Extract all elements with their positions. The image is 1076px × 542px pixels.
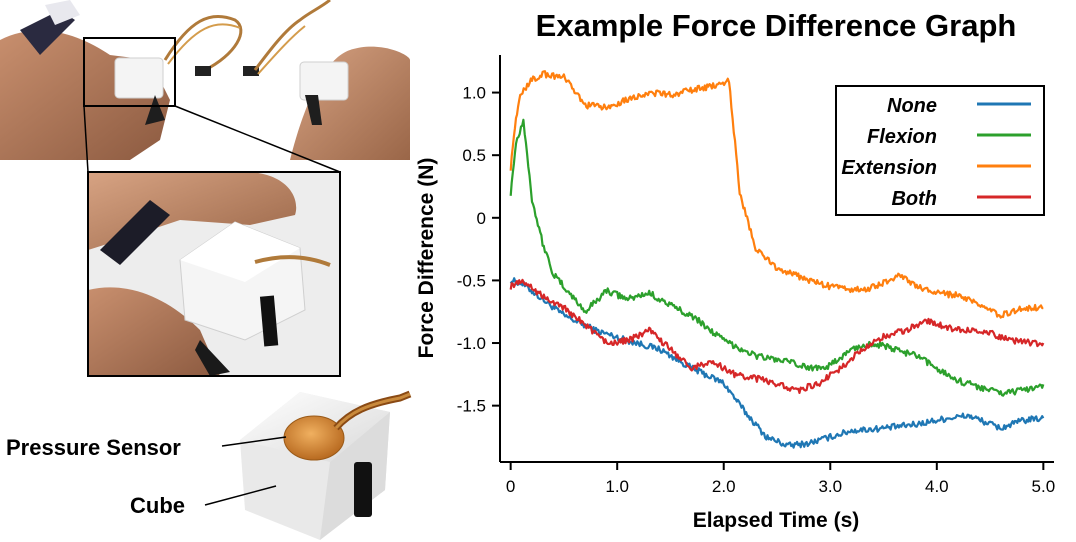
legend-label-extension: Extension <box>841 157 937 179</box>
right-wire <box>253 0 331 71</box>
y-tick-label: -1.5 <box>457 397 486 416</box>
closeup-wire <box>254 255 331 267</box>
cube-strap <box>354 462 372 517</box>
right-hand <box>290 46 410 160</box>
closeup-frame <box>87 171 341 377</box>
legend-items: None Flexion Extension Both <box>841 95 1031 210</box>
zoom-line-left <box>83 105 89 173</box>
x-tick-label: 2.0 <box>712 477 736 496</box>
left-connector <box>195 66 211 76</box>
closeup-cube-strap <box>259 295 279 347</box>
y-ticks: 1.0 0.5 0 -0.5 -1.0 -1.5 <box>457 84 500 416</box>
cube-pointer <box>204 485 277 506</box>
closeup-strap <box>100 200 170 265</box>
legend-label-flexion: Flexion <box>867 126 937 148</box>
top-photo <box>0 0 410 160</box>
y-tick-label: 0 <box>477 209 486 228</box>
zoom-box <box>83 37 176 107</box>
x-ticks: 0 1.0 2.0 3.0 4.0 5.0 <box>506 462 1055 496</box>
closeup-photo <box>87 171 341 377</box>
pressure-sensor-pointer <box>221 436 287 447</box>
x-tick-label: 1.0 <box>605 477 629 496</box>
closeup-thumb <box>88 287 220 376</box>
cube-label: Cube <box>130 493 185 518</box>
right-cube <box>299 61 349 101</box>
left-cube <box>114 57 164 99</box>
series-lines <box>509 70 1045 449</box>
y-tick-label: 0.5 <box>462 146 486 165</box>
series-line-flexion <box>509 118 1045 397</box>
chart-legend: None Flexion Extension Both <box>835 85 1045 216</box>
right-connector <box>243 66 259 76</box>
left-cube-strap <box>145 95 165 125</box>
force-difference-chart: Example Force Difference Graph 1.0 0.5 0 -0… <box>415 8 1055 532</box>
legend-box <box>835 85 1045 216</box>
left-wire <box>163 14 243 72</box>
y-tick-label: -1.0 <box>457 334 486 353</box>
x-tick-label: 5.0 <box>1032 477 1056 496</box>
x-tick-label: 0 <box>506 477 515 496</box>
photo-panel: Pressure Sensor Cube <box>0 0 412 540</box>
right-cube-strap <box>305 95 322 125</box>
y-axis-label: Force Difference (N) <box>415 158 438 359</box>
legend-label-none: None <box>887 95 937 117</box>
series-line-extension <box>509 70 1044 319</box>
x-axis-label: Elapsed Time (s) <box>693 509 860 532</box>
pressure-sensor <box>283 415 345 461</box>
cube-photo <box>240 390 412 540</box>
left-clip <box>45 0 80 25</box>
x-tick-label: 3.0 <box>818 477 842 496</box>
series-line-both <box>509 278 1045 394</box>
x-tick-label: 4.0 <box>925 477 949 496</box>
legend-label-both: Both <box>891 188 937 210</box>
chart-axes <box>499 55 1054 463</box>
y-tick-label: -0.5 <box>457 271 486 290</box>
chart-title: Example Force Difference Graph <box>536 8 1017 43</box>
pressure-sensor-label: Pressure Sensor <box>6 435 181 460</box>
y-tick-label: 1.0 <box>462 84 486 103</box>
zoom-line-right <box>174 105 341 173</box>
